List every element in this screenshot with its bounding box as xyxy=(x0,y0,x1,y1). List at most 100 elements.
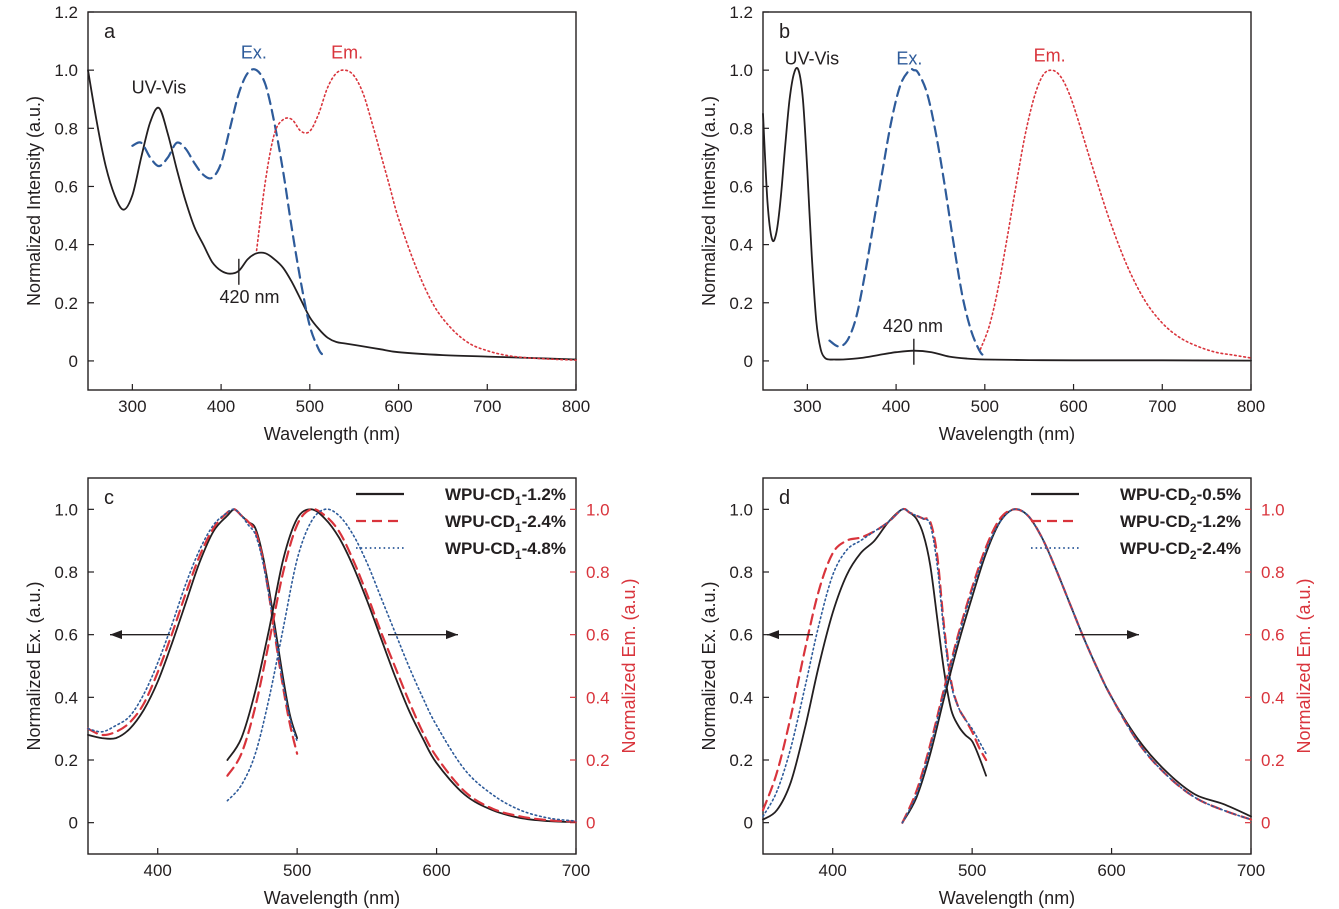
y-right-tick-label: 0.8 xyxy=(1261,563,1285,582)
y-right-tick-label: 0.2 xyxy=(586,751,610,770)
y-right-axis-title: Normalized Em. (a.u.) xyxy=(1294,578,1314,753)
y-right-tick-label: 0.4 xyxy=(1261,688,1285,707)
y-tick-label: 1.2 xyxy=(54,3,78,22)
series-line xyxy=(979,69,1252,359)
annotation-label: Ex. xyxy=(241,43,267,63)
x-tick-label: 800 xyxy=(1237,397,1265,416)
y-tick-label: 1.0 xyxy=(729,500,753,519)
legend-entry: WPU-CD2-1.2% xyxy=(1120,512,1241,535)
series-line xyxy=(226,508,577,823)
x-tick-label: 700 xyxy=(562,861,590,880)
annotation-label: Em. xyxy=(1034,45,1066,65)
y-axis-title: Normalized Intensity (a.u.) xyxy=(699,96,719,306)
panel-d: 400 500 600 700 0 0 0.2 0.2 0.4 0.4 0.6 0.6 0.8 0.8 1.… xyxy=(699,477,1314,908)
legend-entry: WPU-CD2-2.4% xyxy=(1120,539,1241,562)
y-right-tick-label: 0.4 xyxy=(586,688,610,707)
panel-a: 300 400 500 600 700 800 0 0.2 0.4 0.6 0.8 1.0 1.2 Wav… xyxy=(24,3,590,444)
panel-c: 400 500 600 700 0 0 0.2 0.2 0.4 0.4 0.6 0.6 0.8 0.8 1.… xyxy=(24,477,639,908)
legend-entry: WPU-CD1-4.8% xyxy=(445,539,566,562)
y-axis-title: Normalized Intensity (a.u.) xyxy=(24,96,44,306)
y-right-tick-label: 0.2 xyxy=(1261,751,1285,770)
arrow-left-head xyxy=(767,630,779,640)
x-tick-label: 700 xyxy=(473,397,501,416)
series-line xyxy=(226,508,577,822)
y-tick-label: 0.4 xyxy=(54,236,78,255)
y-tick-label: 0.6 xyxy=(729,626,753,645)
x-tick-label: 400 xyxy=(144,861,172,880)
y-tick-label: 1.0 xyxy=(729,61,753,80)
y-right-axis-title: Normalized Em. (a.u.) xyxy=(619,578,639,753)
annotation-label: UV-Vis xyxy=(132,77,187,97)
x-tick-label: 500 xyxy=(283,861,311,880)
x-axis-title: Wavelength (nm) xyxy=(939,888,1075,908)
panel-letter: a xyxy=(104,21,116,43)
x-tick-label: 500 xyxy=(958,861,986,880)
series-line xyxy=(762,66,1252,362)
arrow-right-head xyxy=(1127,630,1139,640)
x-tick-label: 700 xyxy=(1237,861,1265,880)
series-line xyxy=(131,68,325,357)
y-tick-label: 0.4 xyxy=(729,236,753,255)
y-right-tick-label: 1.0 xyxy=(586,500,610,519)
y-tick-label: 0.2 xyxy=(729,294,753,313)
plot-frame xyxy=(87,477,577,855)
y-tick-label: 0.2 xyxy=(54,294,78,313)
panel-b: 300 400 500 600 700 800 0 0.2 0.4 0.6 0.8 1.0 1.2 Wav… xyxy=(699,3,1265,444)
panel-letter: b xyxy=(779,21,790,43)
y-tick-label: 0.8 xyxy=(54,119,78,138)
y-tick-label: 0 xyxy=(744,352,753,371)
x-axis-title: Wavelength (nm) xyxy=(264,888,400,908)
x-tick-label: 700 xyxy=(1148,397,1176,416)
y-tick-label: 0.4 xyxy=(729,688,753,707)
y-tick-label: 0.2 xyxy=(54,751,78,770)
legend-entry: WPU-CD1-2.4% xyxy=(445,512,566,535)
y-tick-label: 0.6 xyxy=(54,177,78,196)
series-line xyxy=(901,508,1252,824)
series-line xyxy=(828,67,986,357)
y-tick-label: 1.0 xyxy=(54,500,78,519)
y-tick-label: 0.2 xyxy=(729,751,753,770)
x-tick-label: 300 xyxy=(118,397,146,416)
x-tick-label: 300 xyxy=(793,397,821,416)
x-tick-label: 500 xyxy=(971,397,999,416)
x-axis-title: Wavelength (nm) xyxy=(264,424,400,444)
y-tick-label: 0 xyxy=(69,814,78,833)
annotation-label: Em. xyxy=(331,43,363,63)
series-line xyxy=(762,508,987,818)
y-axis-title: Normalized Ex. (a.u.) xyxy=(699,581,719,750)
y-tick-label: 0.8 xyxy=(54,563,78,582)
arrow-left-head xyxy=(110,630,122,640)
x-tick-label: 600 xyxy=(422,861,450,880)
x-tick-label: 400 xyxy=(819,861,847,880)
y-right-tick-label: 0.8 xyxy=(586,563,610,582)
x-tick-label: 600 xyxy=(1059,397,1087,416)
y-right-tick-label: 0 xyxy=(1261,814,1270,833)
annotation-label: Ex. xyxy=(896,48,922,68)
x-tick-label: 400 xyxy=(207,397,235,416)
series-line xyxy=(87,508,298,742)
x-tick-label: 500 xyxy=(296,397,324,416)
x-axis-title: Wavelength (nm) xyxy=(939,424,1075,444)
arrow-right-head xyxy=(446,630,458,640)
panel-letter: d xyxy=(779,487,790,509)
annotation-label: 420 nm xyxy=(219,287,279,307)
series-line xyxy=(255,69,577,361)
y-tick-label: 0.4 xyxy=(54,688,78,707)
series-line xyxy=(87,508,298,740)
plot-frame xyxy=(762,477,1252,855)
x-tick-label: 800 xyxy=(562,397,590,416)
annotation-label: UV-Vis xyxy=(784,48,839,68)
plot-frame xyxy=(87,11,577,391)
legend-entry: WPU-CD2-0.5% xyxy=(1120,485,1241,508)
y-right-tick-label: 1.0 xyxy=(1261,500,1285,519)
y-tick-label: 1.2 xyxy=(729,3,753,22)
y-tick-label: 0.8 xyxy=(729,119,753,138)
y-tick-label: 0.6 xyxy=(54,626,78,645)
x-tick-label: 600 xyxy=(384,397,412,416)
legend-entry: WPU-CD1-1.2% xyxy=(445,485,566,508)
series-line xyxy=(87,69,577,361)
y-tick-label: 1.0 xyxy=(54,61,78,80)
x-tick-label: 400 xyxy=(882,397,910,416)
y-right-tick-label: 0.6 xyxy=(586,626,610,645)
